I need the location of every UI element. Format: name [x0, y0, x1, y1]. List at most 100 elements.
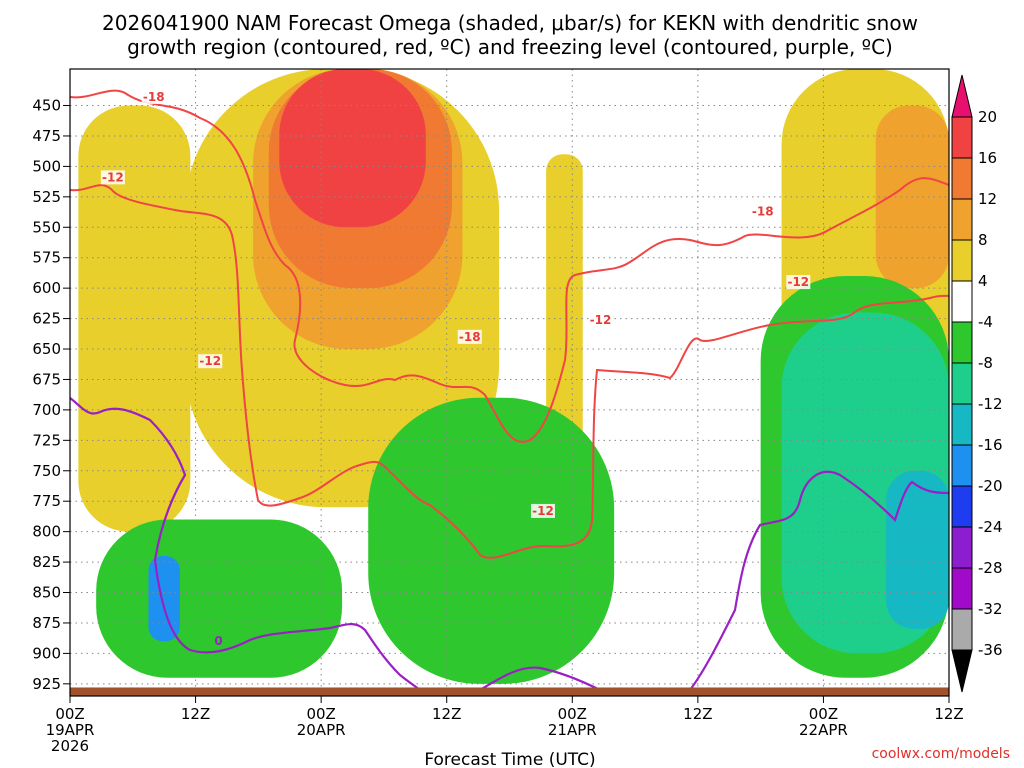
y-tick-label-725: 725 [32, 431, 61, 449]
colorbar-box-3 [951, 198, 973, 241]
x-tick-label-7: 12Z [934, 705, 963, 723]
omega-shading [78, 69, 949, 684]
colorbar-box-13 [951, 608, 973, 651]
dendritic-label-4: -12 [532, 504, 554, 518]
dendritic-label-1: -12 [102, 170, 124, 184]
colorbar-box-5 [951, 280, 973, 323]
colorbar-label-1: 16 [978, 149, 997, 167]
colorbar-label-4: 4 [978, 272, 988, 290]
dendritic-contour-0 [70, 89, 949, 443]
plot-frame [69, 68, 950, 697]
y-tick-label-875: 875 [32, 614, 61, 632]
y-tick-label-525: 525 [32, 188, 61, 206]
y-tick-label-900: 900 [32, 644, 61, 662]
y-axis: 450 475 500 525 550 575 600 625 650 675 700 725 750 7… [32, 97, 70, 693]
colorbar-box-12 [951, 567, 973, 610]
dendritic-label-5: -12 [590, 313, 612, 327]
dendritic-label-2: -12 [199, 354, 221, 368]
y-tick-label-700: 700 [32, 401, 61, 419]
colorbar-min-triangle [951, 649, 973, 693]
y-tick-label-775: 775 [32, 492, 61, 510]
colorbar-label-9: -20 [978, 477, 1003, 495]
dendritic-label-bg-1 [100, 170, 125, 185]
dendritic-label-bg-2 [198, 354, 223, 369]
colorbar-label-8: -16 [978, 436, 1003, 454]
dendritic-label-bg-4 [530, 503, 555, 518]
colorbar-label-13: -36 [978, 641, 1003, 659]
colorbar-label-3: 8 [978, 231, 988, 249]
omega-region-9 [368, 397, 615, 684]
colorbar-label-2: 12 [978, 190, 997, 208]
colorbar-label-12: -32 [978, 600, 1003, 618]
colorbar-label-10: -24 [978, 518, 1003, 536]
y-tick-label-575: 575 [32, 249, 61, 267]
x-tick-label-3: 12Z [432, 705, 461, 723]
x-date-label-4: 21APR [548, 721, 597, 739]
credit-text: coolwx.com/models [872, 746, 1010, 762]
omega-region-4 [279, 69, 426, 228]
colorbar-label-6: -8 [978, 354, 993, 372]
colorbar-box-6 [951, 321, 973, 364]
omega-region-8 [96, 519, 343, 678]
x-tick-label-1: 12Z [181, 705, 210, 723]
freezing-contour-2 [689, 470, 949, 691]
freezing-label-0: 0 [214, 634, 222, 648]
colorbar-label-7: -12 [978, 395, 1003, 413]
dendritic-label-6: -18 [752, 204, 774, 218]
colorbar-box-8 [951, 403, 973, 446]
y-tick-label-800: 800 [32, 523, 61, 541]
chart-title-line2: growth region (contoured, red, ºC) and f… [127, 35, 893, 59]
y-tick-label-500: 500 [32, 157, 61, 175]
dendritic-contour-1 [70, 184, 949, 559]
contours: -18 -12 -12 -18 -12 -12 -18 -12 0 [70, 89, 949, 691]
y-tick-label-450: 450 [32, 97, 61, 115]
colorbar-box-11 [951, 526, 973, 569]
omega-region-12 [886, 470, 949, 630]
x-year-label-0: 2026 [51, 737, 89, 755]
ground-fill [70, 687, 949, 696]
x-tick-label-5: 12Z [683, 705, 712, 723]
dendritic-label-3: -18 [459, 330, 481, 344]
y-tick-label-750: 750 [32, 462, 61, 480]
colorbar-box-2 [951, 157, 973, 200]
colorbar-max-triangle [951, 74, 973, 118]
y-tick-label-825: 825 [32, 553, 61, 571]
colorbar: 20 16 12 8 4 -4 -8 -12 -16 -20 -24 -28 -32 -36 [951, 74, 1003, 693]
y-tick-label-675: 675 [32, 370, 61, 388]
colorbar-box-4 [951, 239, 973, 282]
y-tick-label-600: 600 [32, 279, 61, 297]
x-date-label-0: 19APR [46, 721, 95, 739]
x-tick-label-4: 00Z [558, 705, 587, 723]
colorbar-box-7 [951, 362, 973, 405]
colorbar-label-5: -4 [978, 313, 993, 331]
dendritic-label-bg-7 [786, 275, 811, 290]
dendritic-label-bg-6 [750, 204, 775, 219]
omega-region-13 [148, 555, 180, 642]
chart-title-line1: 2026041900 NAM Forecast Omega (shaded, μ… [102, 11, 918, 35]
x-tick-label-0: 00Z [55, 705, 84, 723]
dendritic-label-0: -18 [143, 90, 165, 104]
y-tick-label-925: 925 [32, 675, 61, 693]
colorbar-box-10 [951, 485, 973, 528]
x-axis-label: Forecast Time (UTC) [424, 750, 595, 768]
y-tick-label-475: 475 [32, 127, 61, 145]
y-tick-label-625: 625 [32, 310, 61, 328]
dendritic-label-bg-5 [588, 312, 613, 327]
dendritic-label-bg-0 [141, 90, 166, 105]
x-tick-label-2: 00Z [306, 705, 335, 723]
grid-lines [70, 69, 949, 696]
ground-layer [70, 687, 949, 696]
x-date-label-6: 22APR [799, 721, 848, 739]
colorbar-label-11: -28 [978, 559, 1003, 577]
dendritic-label-7: -12 [787, 275, 809, 289]
y-tick-label-850: 850 [32, 584, 61, 602]
freezing-contour-1 [479, 666, 601, 691]
x-date-label-2: 20APR [297, 721, 346, 739]
x-tick-label-6: 00Z [809, 705, 838, 723]
freezing-contour-0 [70, 397, 421, 691]
colorbar-box-9 [951, 444, 973, 487]
omega-region-0 [78, 105, 191, 532]
dendritic-label-bg-3 [457, 329, 482, 344]
